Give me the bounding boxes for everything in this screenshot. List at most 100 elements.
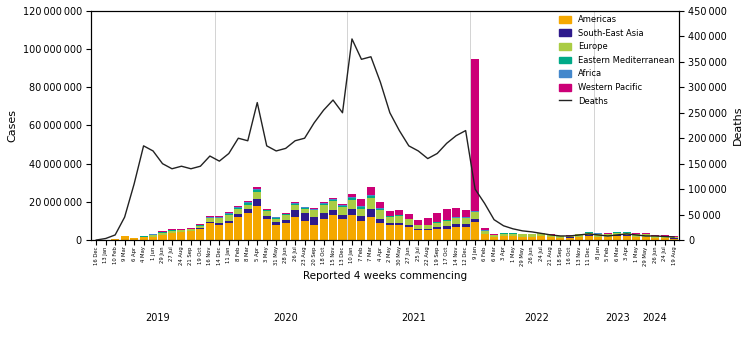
- Bar: [225, 213, 232, 214]
- Bar: [414, 229, 422, 231]
- Bar: [405, 219, 412, 225]
- Bar: [395, 215, 404, 216]
- Bar: [206, 217, 214, 218]
- Bar: [442, 209, 451, 220]
- Bar: [538, 236, 545, 240]
- Bar: [178, 232, 185, 233]
- Bar: [528, 234, 536, 237]
- Bar: [196, 225, 205, 228]
- Bar: [509, 234, 517, 236]
- Bar: [461, 210, 470, 217]
- Bar: [395, 210, 404, 215]
- Bar: [282, 213, 290, 214]
- Bar: [481, 234, 488, 240]
- Bar: [262, 211, 271, 216]
- Bar: [301, 213, 309, 221]
- Deaths: [92, 238, 100, 242]
- Bar: [651, 238, 659, 240]
- Bar: [234, 206, 242, 207]
- Bar: [348, 215, 356, 240]
- Bar: [187, 231, 195, 232]
- Bar: [206, 223, 214, 240]
- Bar: [641, 237, 650, 240]
- Bar: [442, 228, 451, 240]
- Bar: [244, 213, 252, 240]
- Bar: [196, 228, 205, 240]
- Bar: [500, 234, 508, 236]
- Bar: [310, 225, 318, 240]
- Bar: [158, 235, 166, 240]
- Bar: [433, 223, 441, 227]
- Bar: [556, 238, 565, 240]
- Bar: [196, 224, 205, 225]
- Bar: [452, 227, 460, 240]
- Bar: [282, 214, 290, 215]
- Bar: [547, 235, 555, 237]
- X-axis label: Reported 4 weeks commencing: Reported 4 weeks commencing: [303, 271, 467, 281]
- Bar: [272, 225, 280, 240]
- Bar: [338, 207, 346, 215]
- Bar: [471, 211, 479, 212]
- Bar: [376, 209, 385, 210]
- Bar: [310, 209, 318, 210]
- Bar: [215, 217, 223, 218]
- Bar: [338, 206, 346, 207]
- Deaths: [386, 111, 394, 115]
- Bar: [414, 220, 422, 225]
- Bar: [348, 198, 356, 200]
- Bar: [234, 208, 242, 209]
- Bar: [225, 221, 232, 223]
- Bar: [206, 216, 214, 217]
- Bar: [310, 217, 318, 225]
- Bar: [320, 204, 328, 205]
- Bar: [215, 218, 223, 223]
- Bar: [149, 237, 157, 240]
- Bar: [158, 232, 166, 233]
- Bar: [566, 236, 574, 237]
- Bar: [291, 217, 299, 240]
- Bar: [452, 224, 460, 227]
- Bar: [604, 234, 612, 237]
- Bar: [452, 208, 460, 217]
- Bar: [622, 236, 631, 240]
- Bar: [329, 201, 337, 210]
- Bar: [225, 212, 232, 213]
- Bar: [509, 236, 517, 240]
- Bar: [518, 237, 526, 240]
- Bar: [168, 231, 176, 233]
- Bar: [471, 219, 479, 222]
- Bar: [187, 232, 195, 240]
- Bar: [386, 223, 394, 225]
- Bar: [244, 205, 252, 209]
- Bar: [471, 59, 479, 211]
- Bar: [272, 218, 280, 219]
- Bar: [386, 217, 394, 223]
- Bar: [358, 216, 365, 221]
- Bar: [604, 237, 612, 240]
- Y-axis label: Deaths: Deaths: [733, 106, 743, 145]
- Bar: [121, 236, 129, 240]
- Bar: [329, 199, 337, 200]
- Bar: [329, 198, 337, 199]
- Bar: [661, 238, 668, 240]
- Bar: [367, 198, 375, 209]
- Bar: [452, 218, 460, 224]
- Bar: [301, 209, 309, 213]
- Bar: [395, 223, 404, 225]
- Bar: [291, 205, 299, 210]
- Deaths: [452, 134, 460, 138]
- Bar: [442, 226, 451, 228]
- Bar: [424, 225, 432, 229]
- Bar: [282, 223, 290, 240]
- Bar: [376, 202, 385, 208]
- Bar: [225, 223, 232, 240]
- Deaths: [243, 139, 252, 143]
- Bar: [206, 222, 214, 223]
- Bar: [461, 218, 470, 224]
- Bar: [301, 207, 309, 208]
- Bar: [130, 238, 138, 240]
- Bar: [168, 230, 176, 231]
- Bar: [301, 208, 309, 209]
- Bar: [272, 219, 280, 222]
- Bar: [575, 237, 584, 240]
